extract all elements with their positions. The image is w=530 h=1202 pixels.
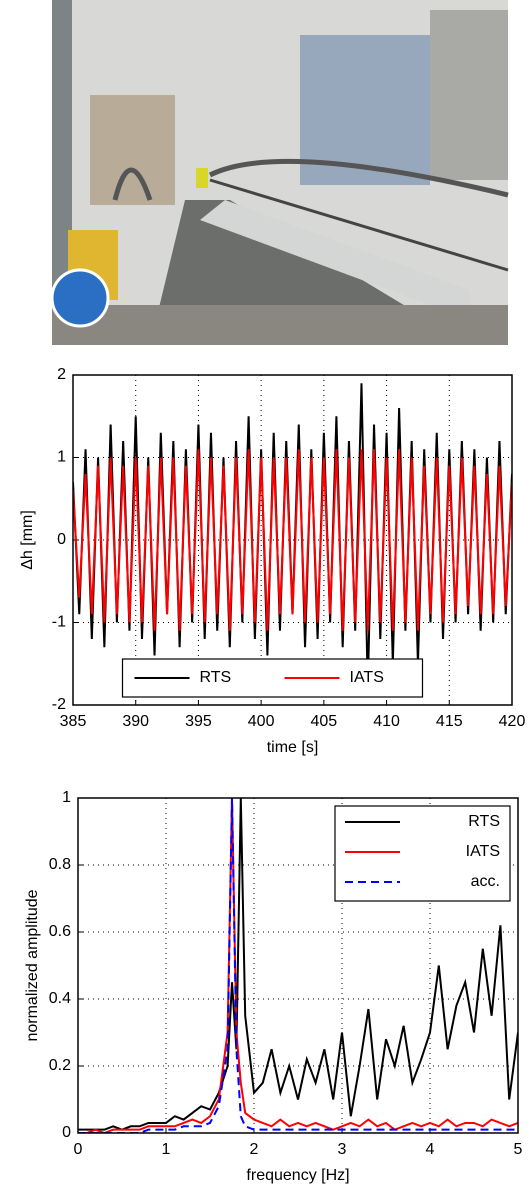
x-tick-label: 4 [426,1141,435,1158]
x-tick-label: 415 [436,713,463,730]
x-tick-label: 5 [514,1141,523,1158]
y-tick-label: 2 [57,366,66,383]
x-tick-label: 385 [60,713,87,730]
y-tick-label: 1 [62,789,71,806]
x-axis-label: time [s] [267,739,319,756]
x-tick-label: 390 [122,713,149,730]
y-tick-label: 0 [57,531,66,548]
data-line [78,798,518,1133]
x-tick-label: 405 [311,713,338,730]
y-tick-label: 0.6 [49,923,71,940]
y-tick-label: 0 [62,1124,71,1141]
y-tick-label: -1 [52,614,66,631]
y-tick-label: 0.4 [49,990,71,1007]
y-axis-label: normalized amplitude [24,889,41,1041]
y-tick-label: -2 [52,696,66,713]
legend-label: RTS [468,813,500,830]
x-tick-label: 400 [248,713,275,730]
x-tick-label: 1 [162,1141,171,1158]
data-line [78,798,518,1131]
x-tick-label: 2 [250,1141,259,1158]
legend-label: IATS [466,843,500,860]
x-tick-label: 395 [185,713,212,730]
y-tick-label: 0.2 [49,1057,71,1074]
plot-frame [77,797,519,1134]
y-tick-label: 0.8 [49,856,71,873]
bridge-photo [50,0,509,345]
plot-frame [72,374,513,706]
x-tick-label: 0 [74,1141,83,1158]
y-tick-label: 1 [57,449,66,466]
y-axis-label: Δh [mm] [19,510,36,570]
legend-label: IATS [350,669,384,686]
x-tick-label: 410 [373,713,400,730]
data-line [73,449,512,631]
legend-label: acc. [471,873,500,890]
x-tick-label: 420 [499,713,526,730]
legend-label: RTS [200,669,232,686]
x-tick-label: 3 [338,1141,347,1158]
x-axis-label: frequency [Hz] [246,1167,349,1184]
data-line [78,798,518,1133]
